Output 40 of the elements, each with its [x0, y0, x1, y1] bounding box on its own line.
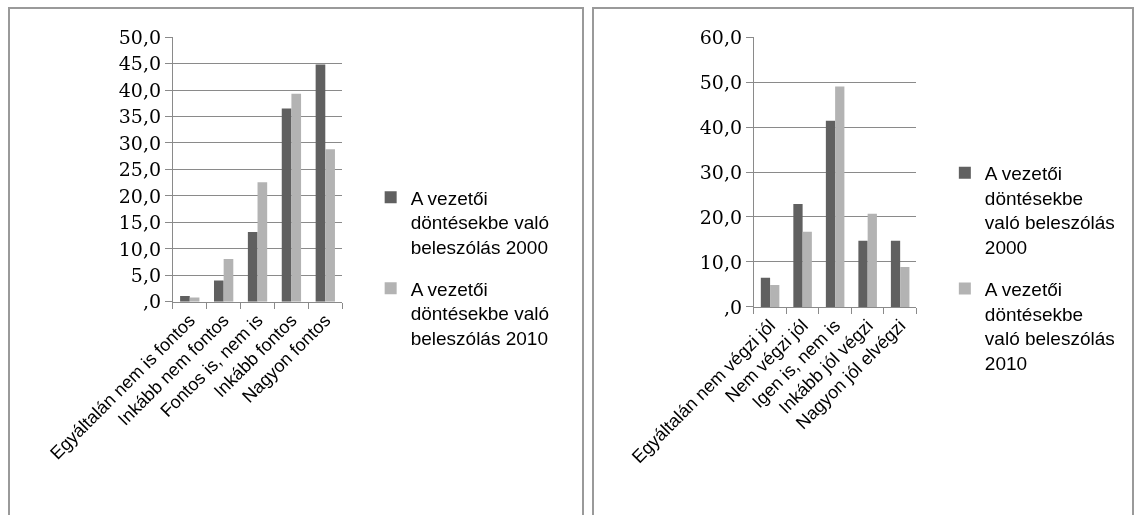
y-tick-label: 30,0: [118, 131, 162, 154]
y-tick-label: 20,0: [699, 205, 743, 228]
bar: [760, 277, 771, 307]
bar: [315, 64, 326, 302]
bar: [291, 93, 302, 302]
y-tick-label: 60,0: [699, 25, 743, 48]
bar: [223, 258, 234, 302]
y-tick-label: 35,0: [118, 105, 162, 128]
bar: [325, 149, 335, 302]
y-tick-label: 20,0: [118, 184, 162, 207]
y-tick-label: 30,0: [699, 160, 743, 183]
bar: [802, 231, 812, 307]
y-tick-label: ,0: [723, 295, 743, 318]
legend-label: A vezetői döntésekbe való beleszólás 2000: [984, 163, 1115, 259]
bar: [858, 240, 868, 307]
bar: [825, 120, 836, 307]
bar: [257, 182, 268, 302]
legend-label: A vezetői döntésekbe való beleszólás 2010: [984, 278, 1115, 374]
legend-label: A vezetői döntésekbe való beleszólás 2000: [410, 187, 550, 258]
y-tick-label: 25,0: [118, 158, 162, 181]
bar: [770, 284, 780, 307]
y-tick-label: ,0: [142, 290, 162, 313]
y-tick-label: 5,0: [130, 263, 162, 286]
y-tick-label: 15,0: [118, 211, 162, 234]
bar: [793, 203, 803, 307]
y-tick-label: 10,0: [118, 237, 162, 260]
bar: [281, 108, 292, 302]
bar: [900, 266, 910, 307]
legend-label: A vezetői döntésekbe való beleszólás 2010: [410, 278, 550, 350]
bar: [835, 86, 845, 307]
bar: [890, 240, 901, 307]
y-tick-label: 10,0: [699, 250, 743, 273]
y-tick-label: 50,0: [118, 25, 162, 48]
bar: [247, 231, 258, 302]
y-tick-label: 40,0: [699, 115, 743, 138]
y-tick-label: 45,0: [118, 52, 162, 75]
y-tick-label: 50,0: [699, 70, 743, 93]
y-tick-label: 40,0: [118, 78, 162, 101]
bar: [867, 213, 877, 307]
bar: [213, 280, 224, 302]
